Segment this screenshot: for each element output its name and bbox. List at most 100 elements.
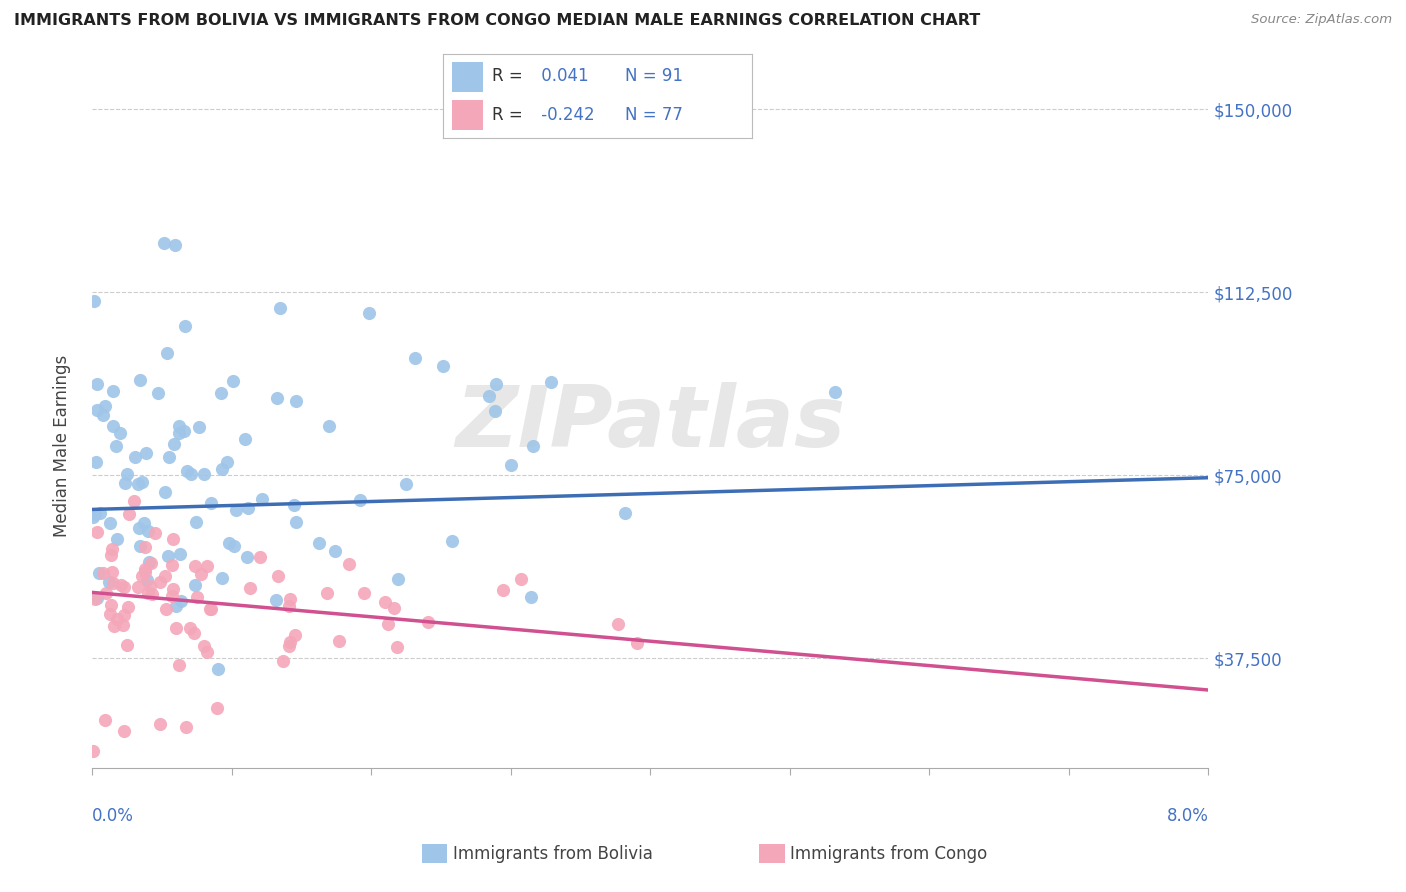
- Text: 0.0%: 0.0%: [93, 807, 134, 825]
- Point: [134, 541, 156, 555]
- Point: [129, 539, 152, 553]
- Point: [160, 558, 183, 572]
- Point: [167, 657, 190, 672]
- Point: [82, 509, 104, 524]
- Point: [176, 464, 198, 478]
- Text: R =: R =: [492, 68, 523, 86]
- Point: [136, 586, 159, 600]
- Point: [165, 599, 187, 614]
- Point: [217, 455, 239, 469]
- Point: [153, 485, 176, 500]
- Point: [163, 437, 186, 451]
- Point: [173, 424, 195, 438]
- Point: [117, 600, 139, 615]
- Point: [89, 566, 111, 580]
- Point: [135, 573, 157, 587]
- Point: [101, 418, 124, 433]
- Point: [112, 724, 135, 739]
- Point: [250, 492, 273, 507]
- Point: [138, 555, 160, 569]
- Point: [167, 425, 190, 440]
- Point: [129, 373, 152, 387]
- Point: [180, 467, 202, 481]
- Point: [114, 475, 136, 490]
- Point: [184, 516, 207, 530]
- Point: [94, 585, 117, 599]
- Point: [138, 579, 160, 593]
- Point: [200, 601, 222, 615]
- Point: [271, 654, 294, 668]
- Point: [91, 566, 114, 581]
- Bar: [453, 62, 484, 92]
- Point: [193, 639, 215, 653]
- Point: [170, 594, 193, 608]
- Point: [377, 617, 399, 632]
- Point: [267, 568, 290, 582]
- Point: [149, 574, 172, 589]
- Point: [103, 575, 125, 590]
- Point: [478, 389, 501, 403]
- Point: [112, 618, 135, 632]
- Point: [169, 547, 191, 561]
- Point: [404, 351, 426, 365]
- Point: [205, 700, 228, 714]
- Point: [89, 506, 111, 520]
- Point: [160, 589, 183, 603]
- Point: [395, 476, 418, 491]
- Point: [134, 565, 156, 579]
- Text: -0.242: -0.242: [536, 105, 595, 123]
- Point: [100, 548, 122, 562]
- Point: [353, 585, 375, 599]
- Point: [385, 640, 408, 655]
- Point: [328, 633, 350, 648]
- Point: [179, 621, 201, 635]
- Point: [174, 319, 197, 334]
- Point: [101, 542, 124, 557]
- Point: [200, 601, 222, 615]
- Point: [522, 440, 544, 454]
- Point: [141, 586, 163, 600]
- Point: [266, 593, 288, 607]
- Text: N = 77: N = 77: [626, 105, 683, 123]
- Point: [195, 645, 218, 659]
- Point: [239, 581, 262, 595]
- Point: [540, 375, 562, 389]
- Point: [132, 516, 155, 531]
- Bar: [453, 100, 484, 130]
- Point: [165, 621, 187, 635]
- Point: [86, 591, 108, 605]
- Point: [83, 293, 105, 308]
- Point: [115, 467, 138, 481]
- Point: [86, 403, 108, 417]
- Point: [174, 719, 197, 733]
- Point: [135, 446, 157, 460]
- Point: [124, 450, 146, 464]
- Text: Immigrants from Congo: Immigrants from Congo: [790, 845, 987, 863]
- Point: [284, 515, 307, 529]
- Point: [626, 635, 648, 649]
- Text: ZIPatlas: ZIPatlas: [456, 383, 845, 466]
- Point: [134, 562, 156, 576]
- Point: [283, 498, 305, 512]
- Point: [127, 476, 149, 491]
- Point: [157, 450, 180, 464]
- Point: [359, 306, 381, 320]
- Point: [236, 500, 259, 515]
- Point: [222, 539, 245, 553]
- Point: [153, 569, 176, 583]
- Point: [233, 432, 256, 446]
- Point: [183, 625, 205, 640]
- Point: [103, 619, 125, 633]
- Point: [325, 544, 347, 558]
- Point: [110, 577, 132, 591]
- Point: [101, 565, 124, 579]
- Point: [143, 525, 166, 540]
- Point: [193, 467, 215, 482]
- Point: [86, 376, 108, 391]
- Point: [207, 662, 229, 676]
- Point: [105, 612, 128, 626]
- Text: IMMIGRANTS FROM BOLIVIA VS IMMIGRANTS FROM CONGO MEDIAN MALE EARNINGS CORRELATIO: IMMIGRANTS FROM BOLIVIA VS IMMIGRANTS FR…: [14, 13, 980, 29]
- Point: [441, 533, 464, 548]
- Point: [184, 578, 207, 592]
- Point: [131, 475, 153, 489]
